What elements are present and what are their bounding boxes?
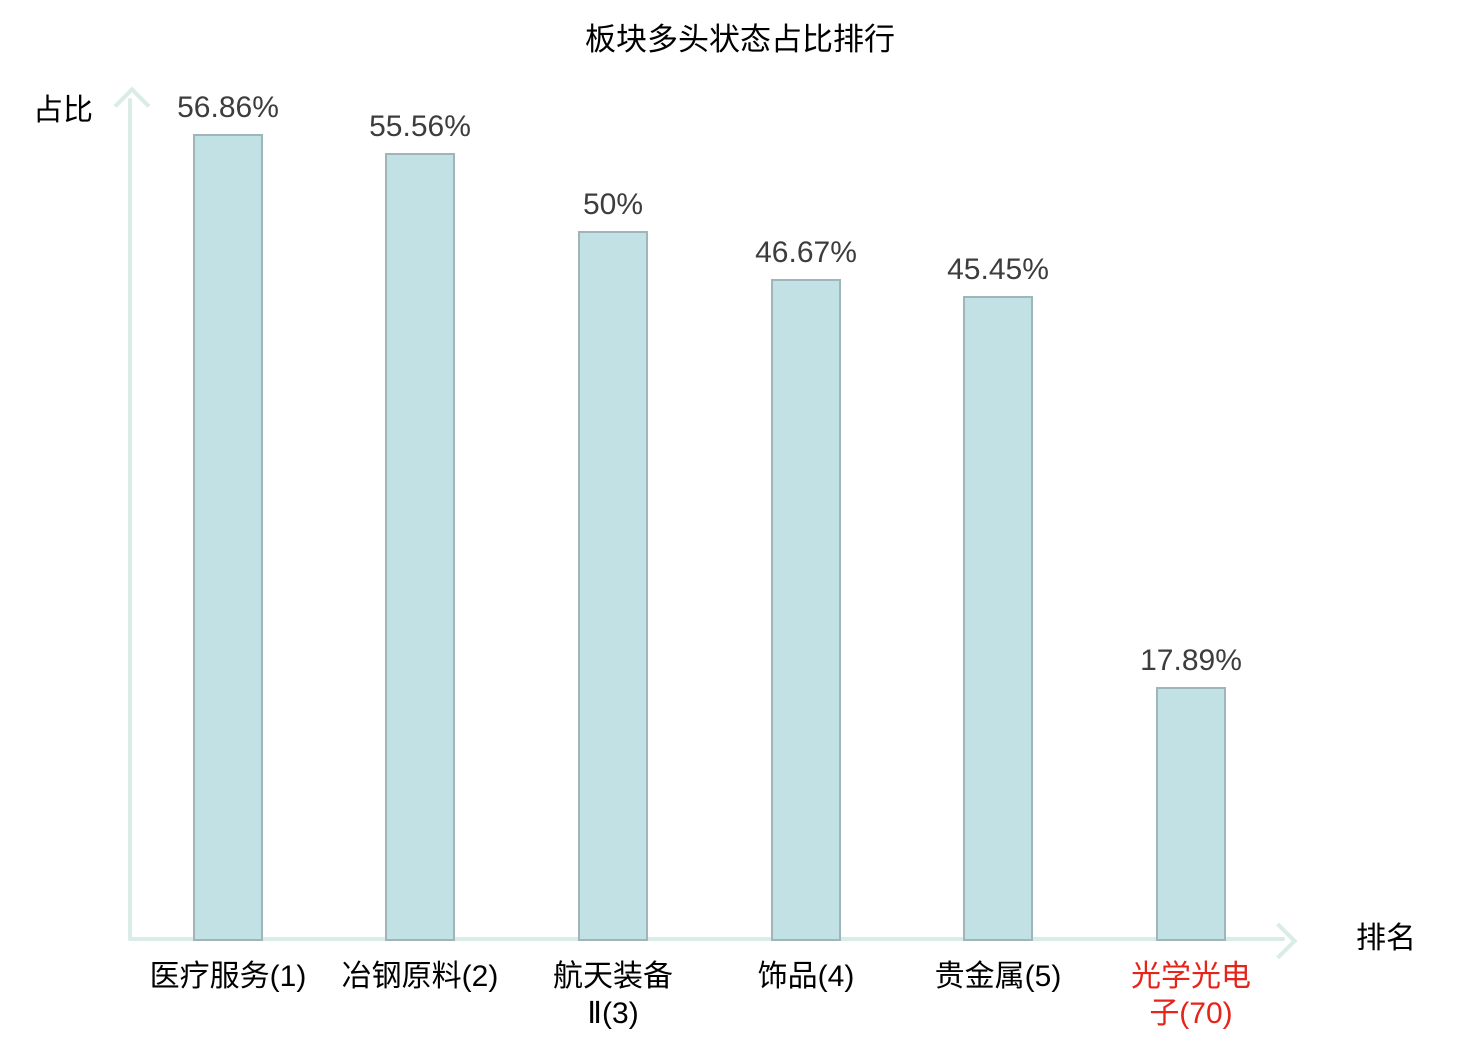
bar-value-label: 55.56% [369, 110, 471, 143]
x-axis-line [128, 937, 1285, 941]
bar-category-label-line: 贵金属(5) [934, 960, 1062, 993]
bar-category-label: 饰品(4) [691, 958, 921, 995]
bar-category-label: 航天装备 Ⅱ(3) [498, 958, 728, 1032]
bar-value-label: 56.86% [177, 91, 279, 124]
bar-category-label: 冶钢原料(2) [305, 958, 535, 995]
bar [193, 134, 263, 941]
bar-category-label: 医疗服务(1) [113, 958, 343, 995]
bar-category-label-line: 光学光电 [1131, 960, 1251, 993]
bar [963, 296, 1033, 941]
y-axis-label: 占比 [33, 94, 93, 127]
bar-value-label: 46.67% [755, 236, 857, 269]
bar [1156, 687, 1226, 941]
x-axis-arrow-right-icon [1260, 922, 1298, 960]
bar-category-label-line: Ⅱ(3) [587, 997, 639, 1030]
bar-category-label-line: 子(70) [1149, 997, 1233, 1030]
bar [385, 153, 455, 941]
y-axis-line [128, 98, 132, 941]
bar-category-label-line: 冶钢原料(2) [341, 960, 499, 993]
chart-title: 板块多头状态占比排行 [585, 22, 895, 57]
bar-category-label-line: 饰品(4) [757, 960, 855, 993]
bar-category-label-line: 航天装备 [553, 960, 673, 993]
bar-category-label-line: 医疗服务(1) [149, 960, 307, 993]
x-axis-label: 排名 [1356, 922, 1416, 955]
bar-category-label: 贵金属(5) [883, 958, 1113, 995]
bar [578, 231, 648, 941]
bar-category-label: 光学光电子(70) [1076, 958, 1306, 1032]
bar-value-label: 17.89% [1140, 644, 1242, 677]
bar-value-label: 45.45% [947, 253, 1049, 286]
bar-value-label: 50% [582, 188, 644, 221]
bar [771, 279, 841, 941]
